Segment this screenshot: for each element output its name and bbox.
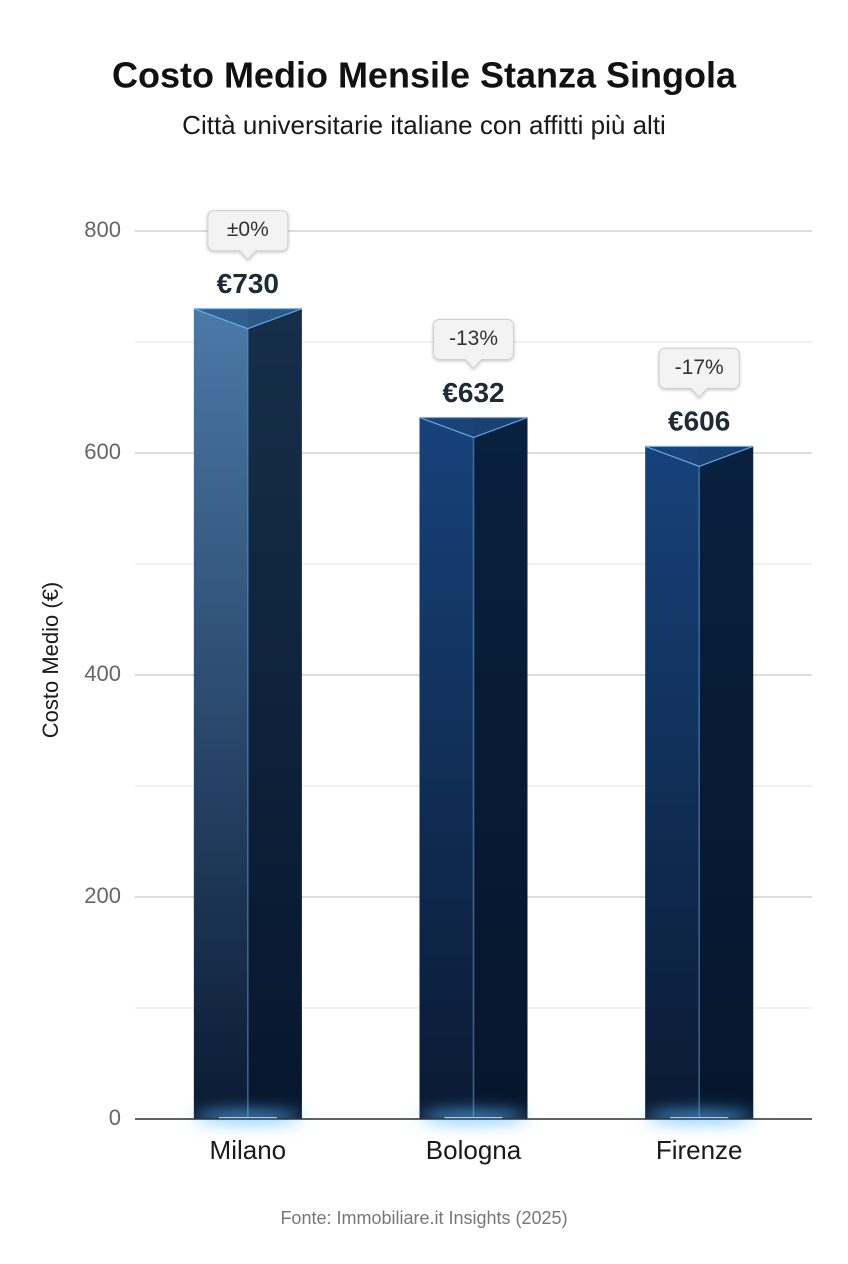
bar-shade xyxy=(247,308,302,1119)
chart-subtitle: Città universitarie italiane con affitti… xyxy=(182,110,666,140)
y-tick-label: 600 xyxy=(84,439,121,464)
bar-cap xyxy=(644,445,754,467)
bar-cap xyxy=(419,416,528,439)
badge-label: ±0% xyxy=(227,218,269,241)
bar-shade xyxy=(473,417,528,1120)
y-tick-label: 400 xyxy=(84,661,121,686)
y-tick-label: 0 xyxy=(109,1105,121,1130)
bar-shade xyxy=(699,446,754,1120)
value-label: €606 xyxy=(668,406,730,437)
change-badge xyxy=(207,210,289,261)
change-badge xyxy=(433,318,514,370)
badge-box xyxy=(658,347,740,399)
value-label: €730 xyxy=(217,268,279,299)
x-tick-label: Firenze xyxy=(656,1135,743,1165)
badge-box xyxy=(207,210,289,261)
badge-label: -13% xyxy=(449,327,498,350)
value-label: €632 xyxy=(442,377,504,408)
y-axis-label: Costo Medio (€) xyxy=(38,582,63,739)
badge-box xyxy=(433,318,514,370)
source-note: Fonte: Immobiliare.it Insights (2025) xyxy=(280,1208,567,1228)
change-badge xyxy=(658,347,740,399)
y-tick-label: 800 xyxy=(84,217,121,242)
badge-label: -17% xyxy=(675,356,724,379)
y-tick-label: 200 xyxy=(84,883,121,908)
chart-title: Costo Medio Mensile Stanza Singola xyxy=(112,55,737,96)
x-tick-label: Bologna xyxy=(426,1135,522,1165)
x-tick-label: Milano xyxy=(210,1135,287,1165)
plot-area: 0 200 400 600 800 Milano €730 ±0% Bologna €632 -13… xyxy=(84,210,812,1165)
